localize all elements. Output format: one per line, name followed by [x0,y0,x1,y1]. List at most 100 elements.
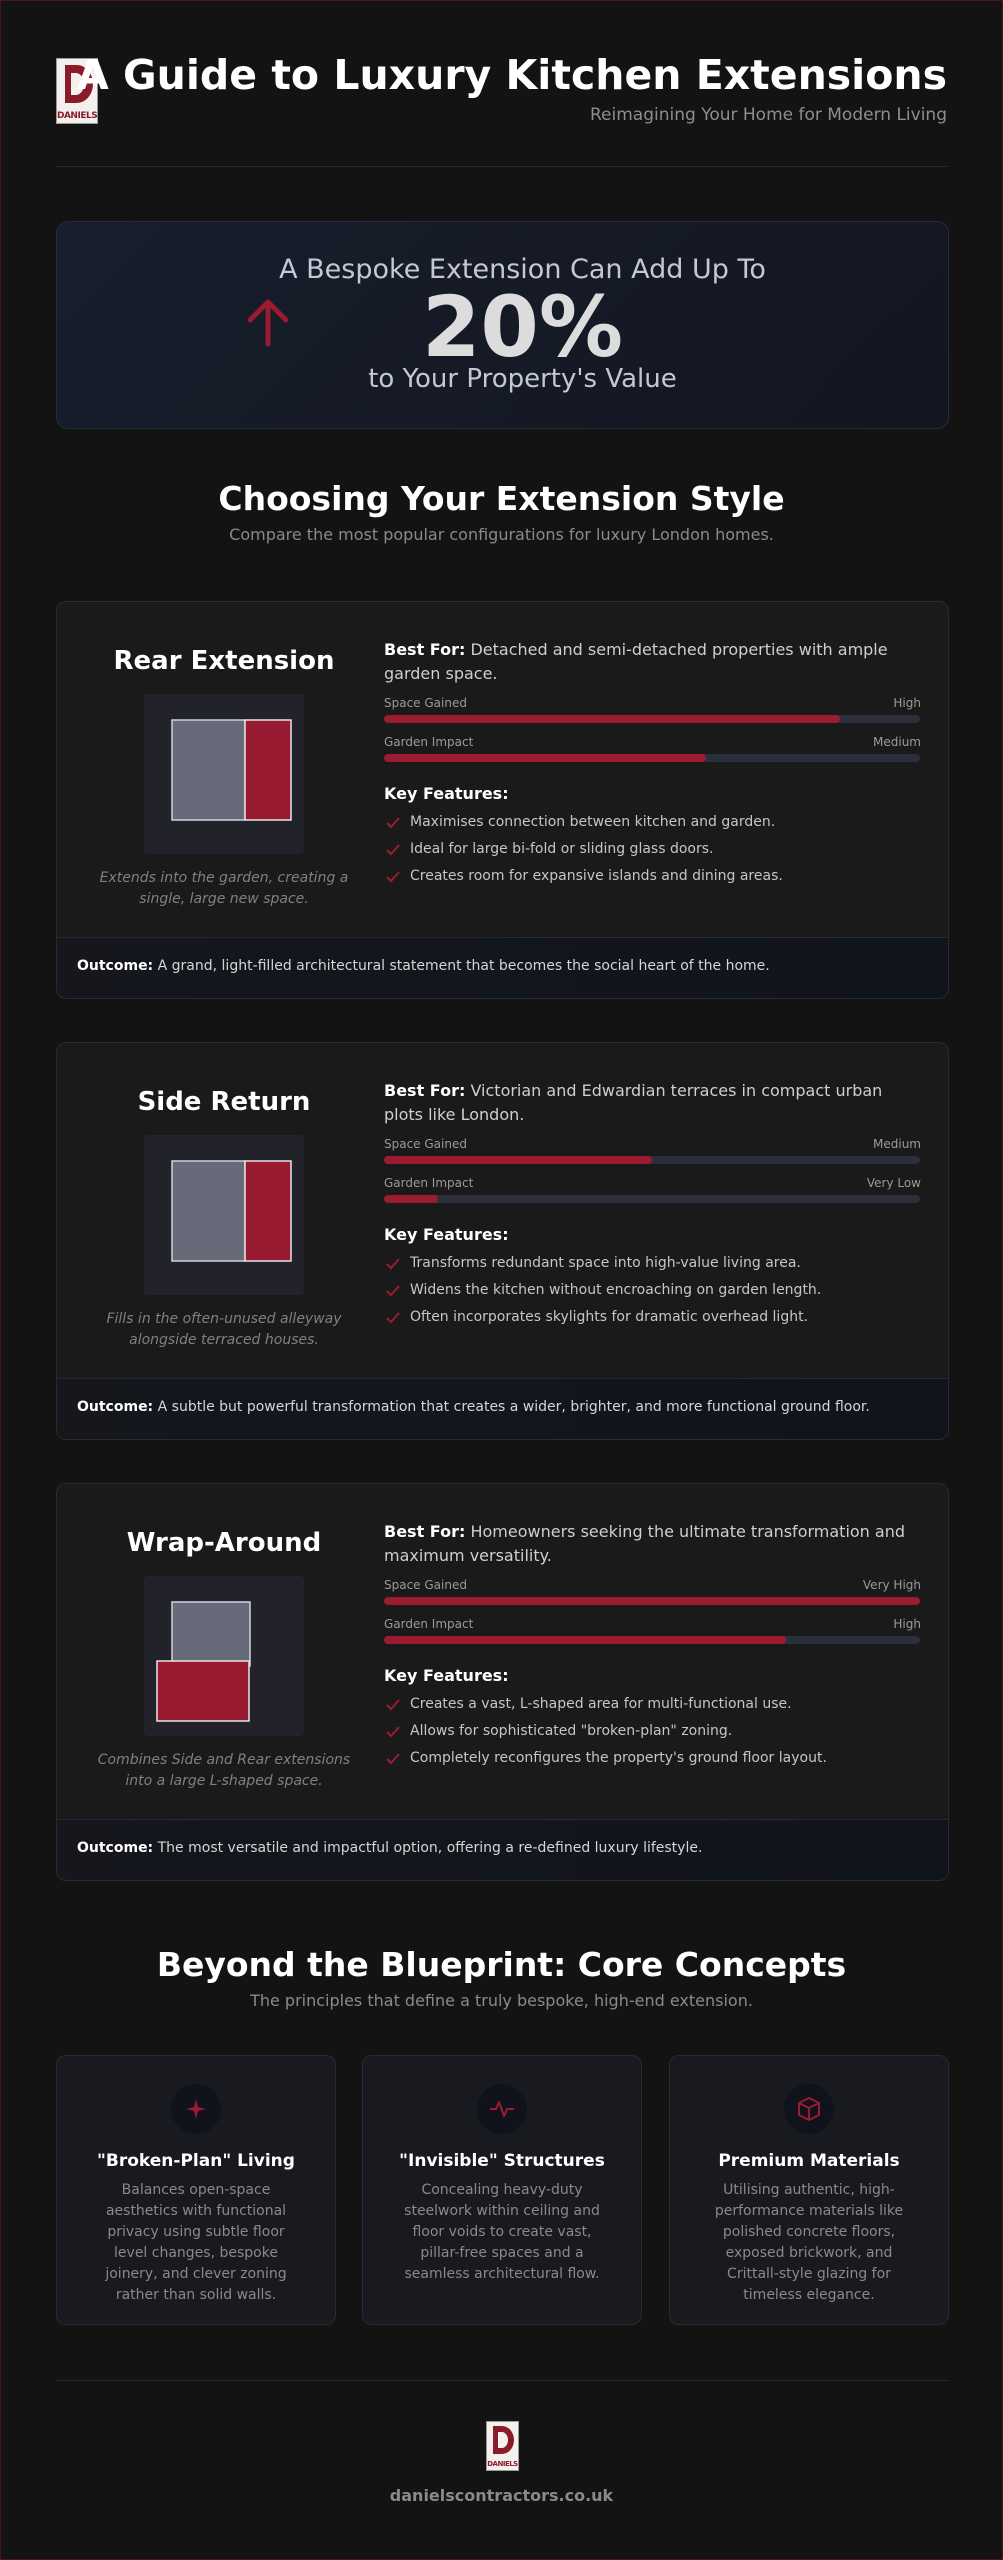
meter-level: High [893,696,921,710]
meter-level: High [893,1617,921,1631]
check-icon [386,1699,400,1711]
outcome-text: A grand, light-filled architectural stat… [157,958,770,974]
meter-track [384,1156,920,1164]
divider [56,166,949,167]
concept-card: Premium Materials Utilising authentic, hi… [669,2055,949,2325]
card-title: Side Return [137,1087,311,1117]
hero-box: A Bespoke Extension Can Add Up To 20% to… [56,221,949,429]
concept-title: "Invisible" Structures [399,2151,605,2171]
best-for-label: Best For: [384,1522,466,1541]
logo: DANIELS [486,2421,519,2471]
meter-fill [384,1156,652,1164]
meter-track [384,715,920,723]
outcome-label: Outcome: [77,1399,154,1415]
check-icon [386,1285,400,1297]
meter-fill [384,1597,920,1605]
concept-title: Premium Materials [718,2151,900,2171]
feature: Completely reconfigures the property's g… [410,1750,827,1766]
logo-mark [65,65,93,103]
meter-label: Space Gained [384,696,467,710]
concept-title: "Broken-Plan" Living [97,2151,295,2171]
feature: Ideal for large bi-fold or sliding glass… [410,841,714,857]
meter-track [384,1636,920,1644]
meter-fill [384,1195,438,1203]
check-icon [386,1258,400,1270]
arrow-icon [247,299,289,347]
features-label: Key Features: [384,1225,509,1244]
best-for-label: Best For: [384,1081,466,1100]
outcome-text: A subtle but powerful transformation tha… [157,1399,870,1415]
outcome-label: Outcome: [77,1840,154,1856]
meter-label: Garden Impact [384,735,474,749]
card-caption: Fills in the often-unused alleyway along… [106,1311,342,1348]
section-title: Beyond the Blueprint: Core Concepts [156,1945,847,1984]
logo-mark [493,2426,514,2454]
card-title: Wrap-Around [126,1528,322,1558]
card-caption: Combines Side and Rear extensions into a… [97,1752,351,1789]
concept-icon [171,2084,221,2134]
style-card: Wrap-Around Combines Side and Rear extens… [56,1483,949,1881]
outcome-band: Outcome: A subtle but powerful transform… [57,1378,948,1439]
outcome-band: Outcome: The most versatile and impactfu… [57,1819,948,1880]
meter-label: Garden Impact [384,1176,474,1190]
card-title: Rear Extension [113,646,335,676]
best-for: Best For: Victorian and Edwardian terrac… [384,1079,920,1127]
meter-track [384,754,920,762]
best-for-label: Best For: [384,640,466,659]
feature: Allows for sophisticated "broken-plan" z… [410,1723,733,1739]
best-for-text: Homeowners seeking the ultimate transfor… [384,1522,905,1565]
feature: Maximises connection between kitchen and… [410,814,776,830]
best-for-text: Detached and semi-detached properties wi… [384,640,888,683]
concept-icon [784,2084,834,2134]
style-card: Side Return Fills in the often-unused all… [56,1042,949,1440]
meter-track [384,1195,920,1203]
meter-label: Garden Impact [384,1617,474,1631]
divider [56,2380,949,2381]
meter-level: Very High [862,1578,921,1592]
feature: Transforms redundant space into high-val… [410,1255,801,1271]
card-caption: Extends into the garden, creating a sing… [99,870,349,907]
outcome-band: Outcome: A grand, light-filled architect… [57,937,948,998]
meter-label: Space Gained [384,1578,467,1592]
footer-url: danielscontractors.co.uk [389,2486,614,2505]
feature: Creates room for expansive islands and d… [410,868,783,884]
meter-fill [384,1636,786,1644]
meter-fill [384,754,706,762]
best-for: Best For: Homeowners seeking the ultimat… [384,1520,920,1568]
concept-card: "Broken-Plan" Living Balances open-space … [56,2055,336,2325]
logo-text: DANIELS [57,111,98,121]
check-icon [386,1726,400,1738]
meter-fill [384,715,840,723]
outcome: Outcome: A subtle but powerful transform… [77,1399,870,1415]
feature: Creates a vast, L-shaped area for multi-… [410,1696,792,1712]
section-subtitle: The principles that define a truly bespo… [250,1991,753,2010]
outcome-label: Outcome: [77,958,154,974]
meter-track [384,1597,920,1605]
check-icon [386,844,400,856]
diagram [144,694,304,854]
check-icon [386,871,400,883]
concept-icon [477,2084,527,2134]
meter-label: Space Gained [384,1137,467,1151]
outcome-text: The most versatile and impactful option,… [157,1840,703,1856]
logo: DANIELS [56,58,98,124]
section-title: Choosing Your Extension Style [218,479,785,518]
check-icon [386,1312,400,1324]
check-icon [386,1753,400,1765]
concept-text: Concealing heavy-duty steelwork within c… [404,2182,600,2282]
check-icon [386,817,400,829]
logo-text: DANIELS [487,2460,518,2468]
feature: Widens the kitchen without encroaching o… [410,1282,822,1298]
features-label: Key Features: [384,1666,509,1685]
outcome: Outcome: A grand, light-filled architect… [77,958,770,974]
hero-tail: to Your Property's Value [368,364,677,394]
concept-text: Balances open-space aesthetics with func… [105,2182,287,2303]
best-for-text: Victorian and Edwardian terraces in comp… [384,1081,883,1124]
page-subtitle: Reimagining Your Home for Modern Living [590,105,947,125]
feature: Often incorporates skylights for dramati… [410,1309,809,1325]
meter-level: Very Low [866,1176,921,1190]
section-subtitle: Compare the most popular configurations … [229,525,774,544]
concept-text: Utilising authentic, high-performance ma… [714,2182,904,2303]
concept-card: "Invisible" Structures Concealing heavy-d… [362,2055,642,2325]
hero-figure: 20% [421,278,624,376]
